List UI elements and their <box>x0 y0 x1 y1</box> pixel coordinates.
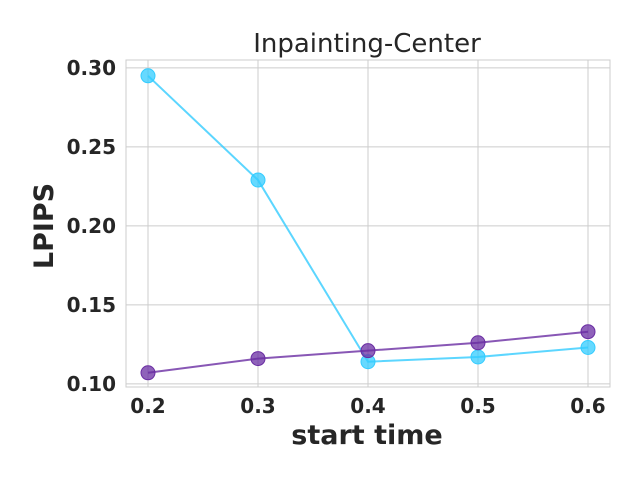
x-axis-label: start time <box>291 420 442 451</box>
series-1 <box>140 68 596 370</box>
series-2 <box>140 324 596 381</box>
data-point <box>360 343 376 359</box>
data-point <box>250 172 266 188</box>
x-tick-label: 0.2 <box>130 394 165 418</box>
x-tick-label: 0.4 <box>350 394 385 418</box>
data-point <box>140 68 156 84</box>
grid-layer <box>126 60 610 387</box>
x-tick-label: 0.3 <box>240 394 275 418</box>
plot-frame <box>125 59 611 388</box>
y-tick-label: 0.30 <box>67 56 116 80</box>
data-point <box>470 335 486 351</box>
data-point <box>580 324 596 340</box>
y-tick-label: 0.25 <box>67 135 116 159</box>
series-layer <box>140 68 596 381</box>
y-tick-label: 0.20 <box>67 214 116 238</box>
data-point <box>140 365 156 381</box>
data-point <box>470 349 486 365</box>
y-tick-label: 0.15 <box>67 293 116 317</box>
y-tick-label: 0.10 <box>67 372 116 396</box>
data-point <box>580 340 596 356</box>
y-axis-label: LPIPS <box>29 183 60 269</box>
x-tick-label: 0.5 <box>460 394 495 418</box>
chart-title: Inpainting-Center <box>253 29 481 59</box>
tick-layer: 0.2 0.3 0.4 0.5 0.6 0.10 0.15 0.20 0.25 0.30 <box>67 56 606 418</box>
x-tick-label: 0.6 <box>570 394 605 418</box>
data-point <box>250 351 266 367</box>
